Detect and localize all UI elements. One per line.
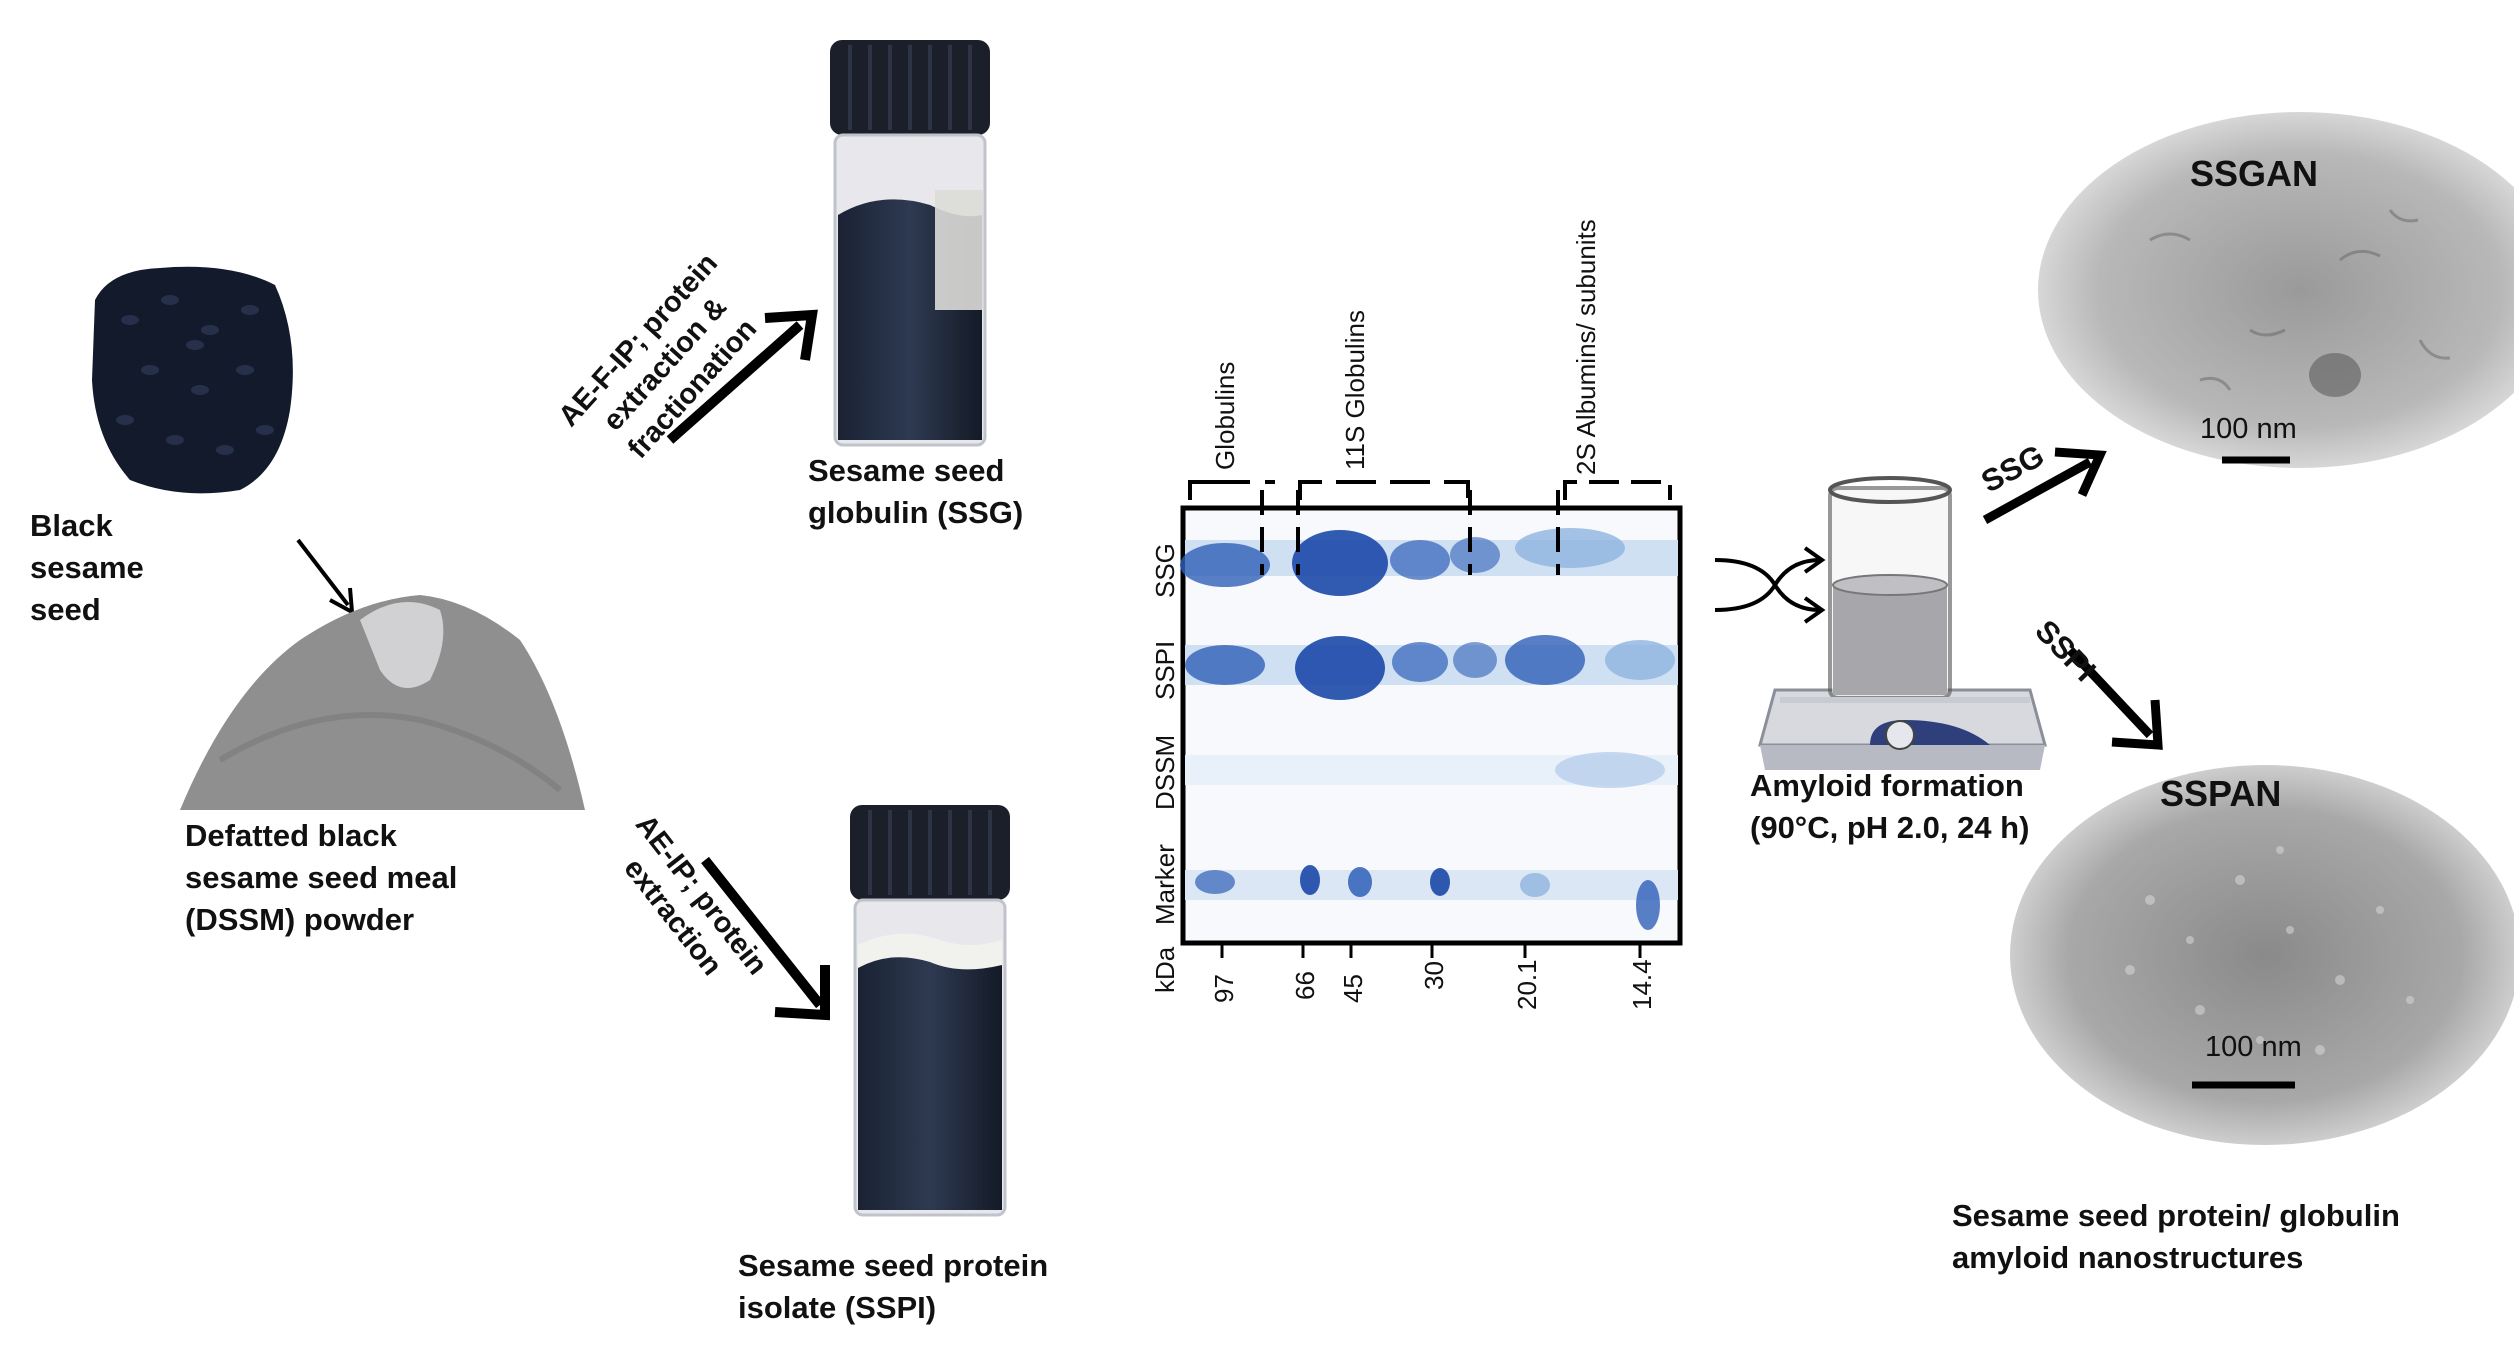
protein-extraction-arrow (701, 856, 824, 1009)
gel-brackets (1188, 480, 1672, 575)
tem-image-sspan (2010, 765, 2514, 1145)
ssg-lane-bands (1180, 528, 1678, 596)
amyloid-formation-label: Amyloid formation (90°C, pH 2.0, 24 h) (1750, 768, 2030, 845)
sspi-to-sspan-arrow (2066, 646, 2154, 739)
marker-45: 45 (1338, 974, 1368, 1003)
lane-label-dssm: DSSM (1150, 734, 1180, 810)
bracket-11s-globulins: 11S Globulins (1340, 310, 1370, 470)
marker-ticks (1220, 943, 1642, 958)
seed-label: Black sesame seed (30, 508, 144, 627)
ssg-jar-image (830, 40, 990, 447)
figure-caption: Sesame seed protein/ globulin amyloid na… (1952, 1198, 2400, 1275)
dssm-lane-bands (1185, 752, 1678, 788)
bracket-globulins: Globulins (1210, 361, 1240, 470)
sspi-lane-bands (1185, 635, 1678, 700)
dssm-powder-image (180, 595, 585, 810)
tem-image-ssgan (2038, 112, 2514, 468)
black-sesame-seed-image (92, 266, 293, 494)
hot-plate-stirrer-image (1758, 476, 2047, 770)
marker-30: 30 (1419, 961, 1449, 990)
lane-label-sspi: SSPI (1150, 640, 1180, 700)
globulin-extraction-arrow (666, 321, 804, 444)
ssg-to-ssgan-arrow (1982, 458, 2093, 524)
meal-label: Defatted black sesame seed meal (DSSM) p… (185, 818, 458, 937)
sspi-jar-image (850, 805, 1010, 1217)
marker-97: 97 (1209, 974, 1239, 1003)
marker-lane-bands (1185, 865, 1678, 930)
sspi-product-label: Sesame seed protein isolate (SSPI) (738, 1248, 1049, 1325)
marker-14-4: 14.4 (1627, 959, 1657, 1010)
sspan-scale-label: 100 nm (2205, 1031, 2302, 1063)
sspan-title: SSPAN (2160, 773, 2282, 814)
bracket-2s-albumins: 2S Albumins/ subunits (1571, 219, 1601, 475)
sds-page-gel (1180, 480, 1683, 958)
ssgan-scale-label: 100 nm (2200, 413, 2297, 445)
unit-label-kda: kDa (1150, 946, 1180, 993)
ssgan-title: SSGAN (2190, 153, 2319, 194)
lane-label-marker: Marker (1150, 844, 1180, 925)
lane-label-ssg: SSG (1150, 543, 1180, 598)
ssg-product-label: Sesame seed globulin (SSG) (808, 453, 1024, 530)
marker-20-1: 20.1 (1512, 959, 1542, 1010)
seed-to-meal-arrow (296, 538, 350, 607)
marker-66: 66 (1290, 971, 1320, 1000)
cross-arrows (1714, 546, 1826, 624)
